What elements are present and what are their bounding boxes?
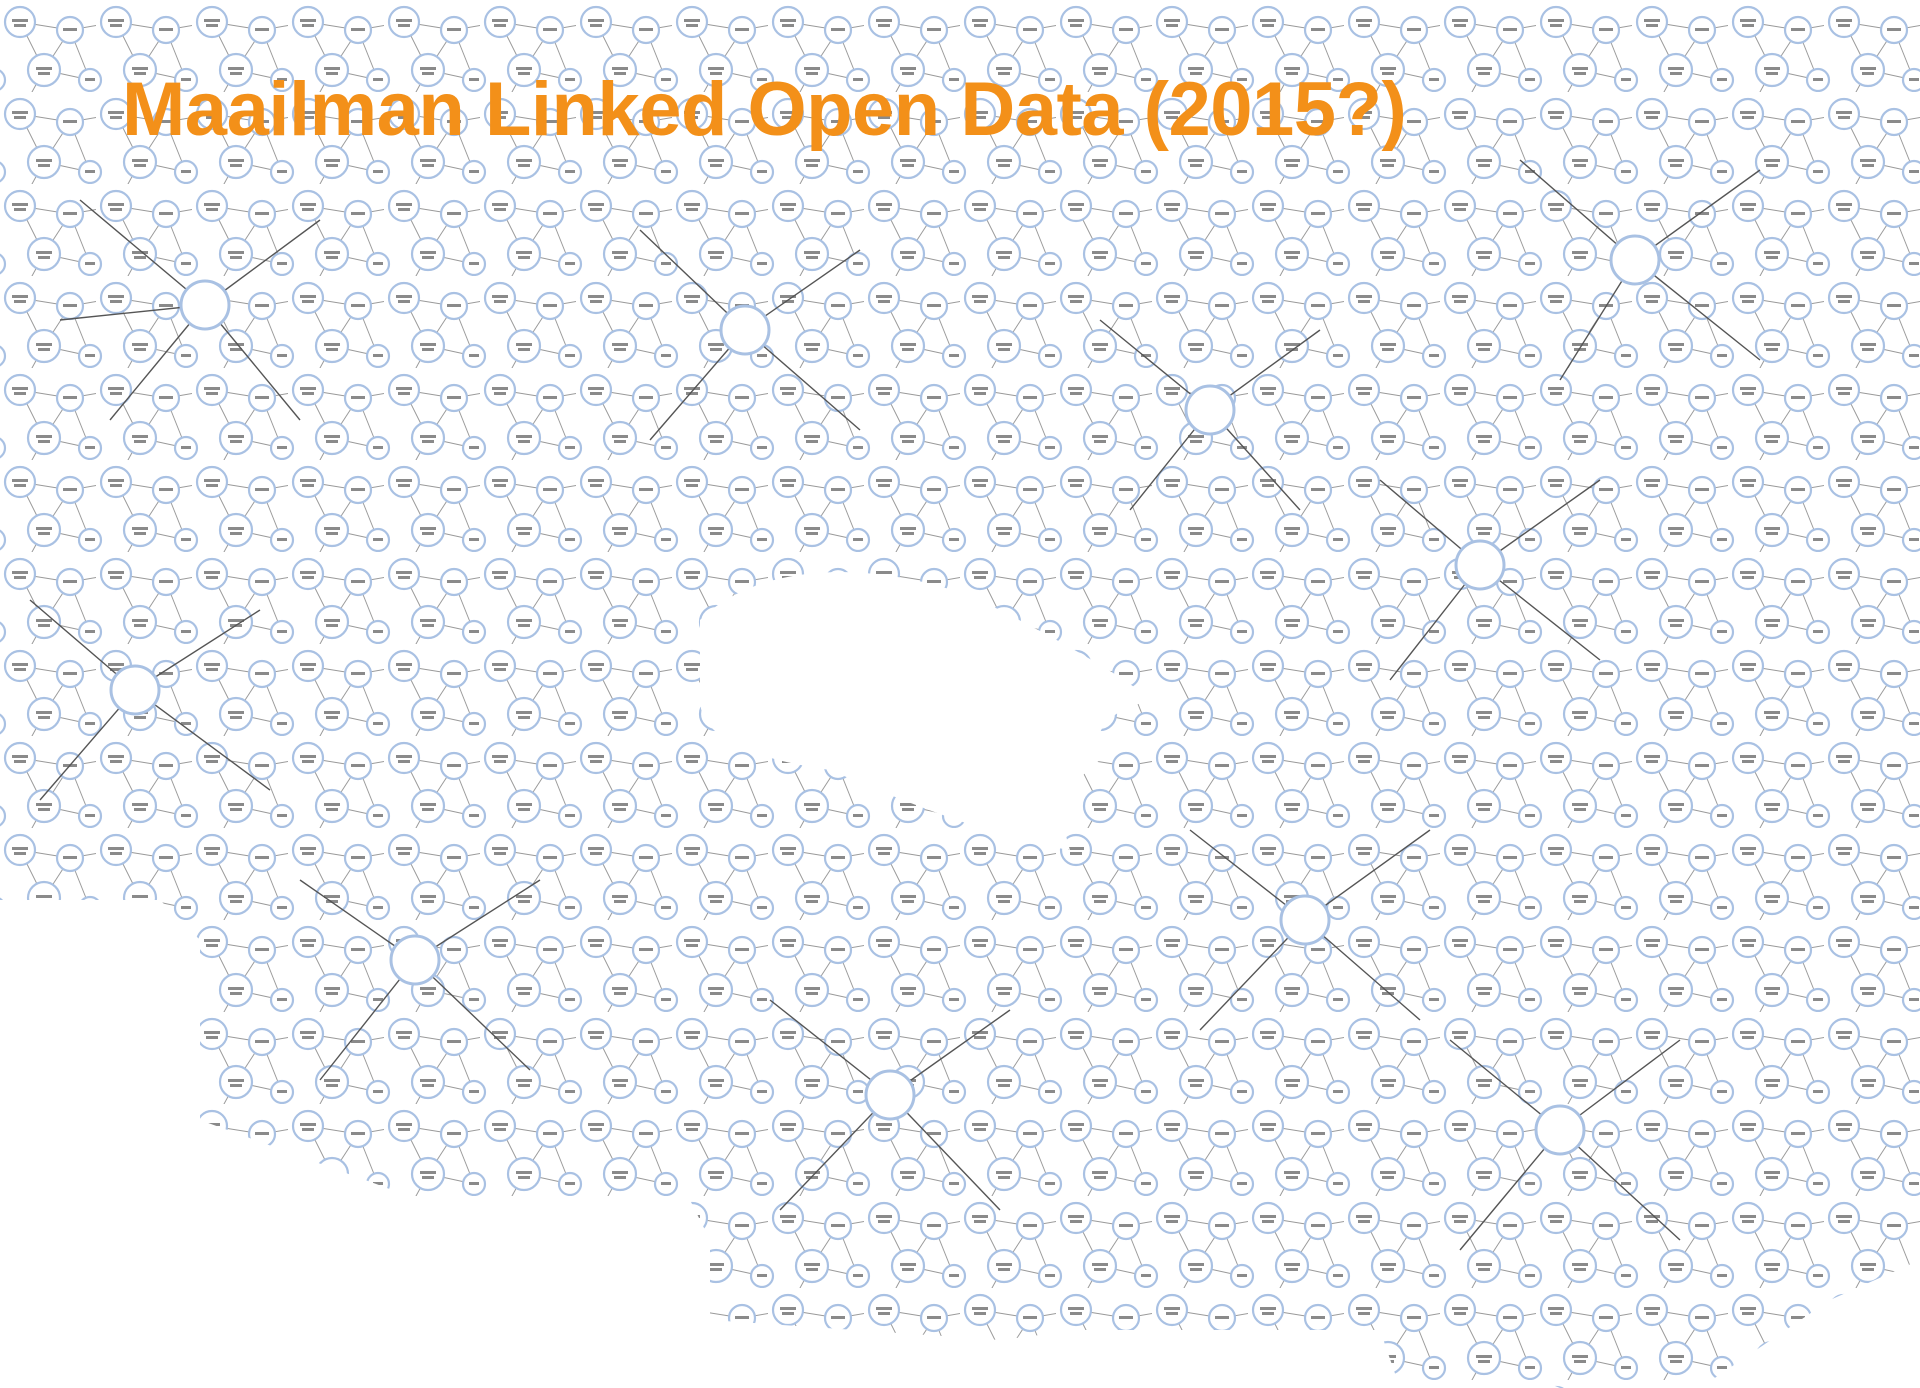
slide-title: Maailman Linked Open Data (2015?): [122, 66, 1406, 153]
page: Slide html, body { margin: 0; padding: 0…: [0, 0, 1920, 1388]
slide: {"header": {"title": "Maailman Linked Op…: [0, 0, 1920, 1388]
network-diagram: [0, 0, 1920, 1388]
